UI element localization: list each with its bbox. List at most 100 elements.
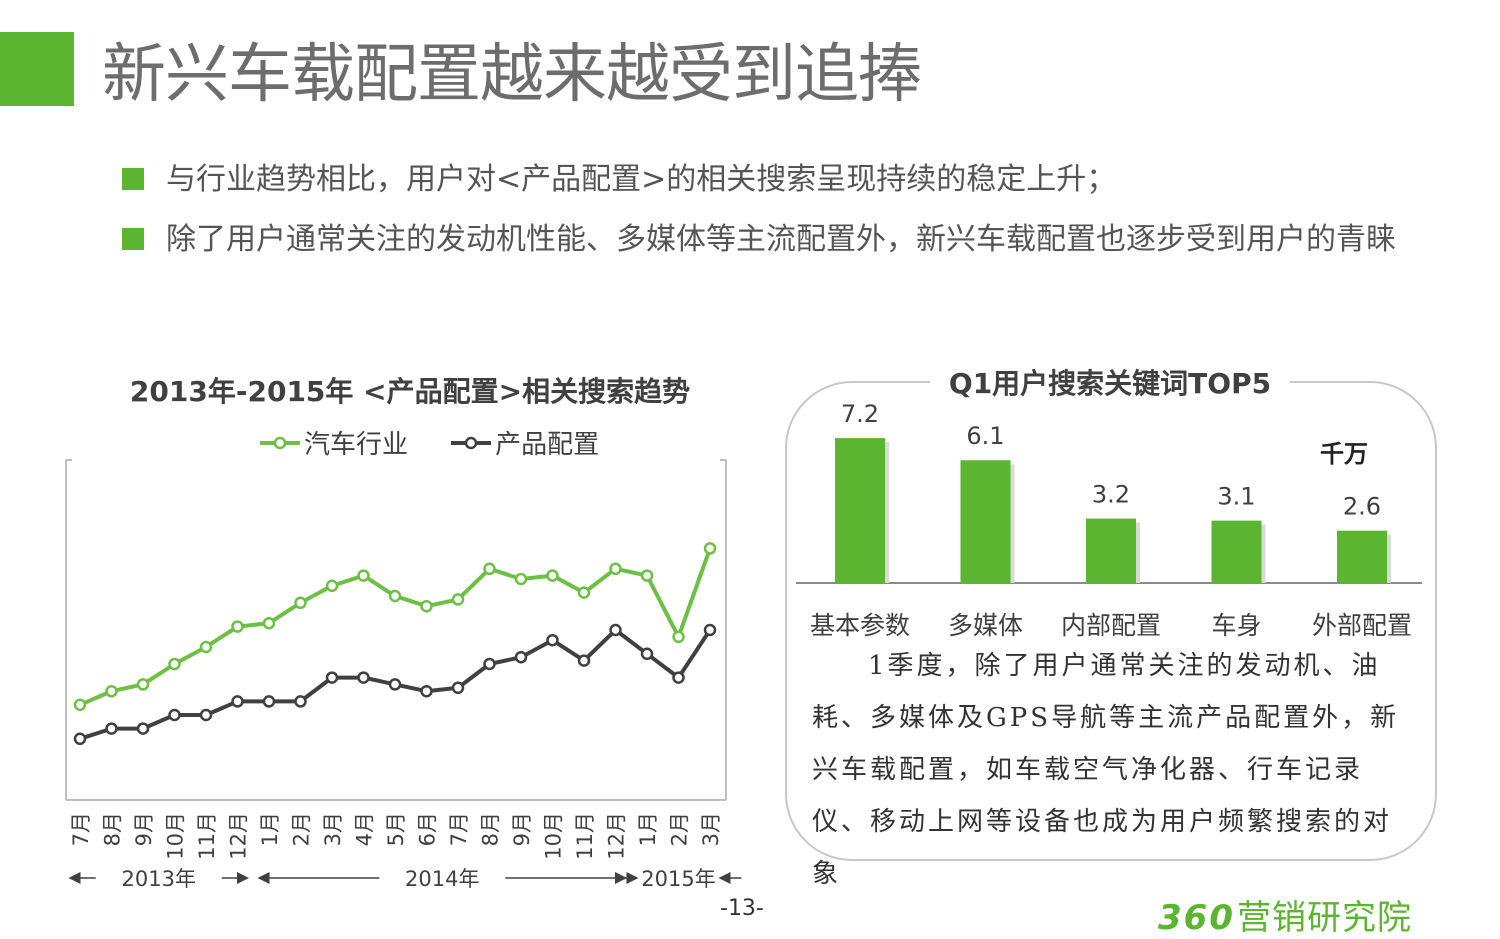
line-chart-x-labels: 7月 8月 9月 10月 11月 12月 1月 2月 3月 4月 5月 6月 7月 8月 9月 10月 11月 1… xyxy=(69,812,723,860)
bar xyxy=(1211,520,1262,583)
legend-dark-line-icon xyxy=(451,436,492,449)
page-number: -13- xyxy=(720,896,764,921)
data-point xyxy=(136,722,150,735)
data-point xyxy=(136,678,150,691)
bar xyxy=(835,438,885,583)
data-point xyxy=(420,684,433,698)
year-group-label: 2013年 xyxy=(122,867,196,891)
x-tick-label: 6月 xyxy=(416,812,440,846)
x-tick-label: 2月 xyxy=(290,812,314,846)
x-tick-label: 3月 xyxy=(699,812,723,846)
bar-category-label: 车身 xyxy=(1211,611,1261,640)
data-point xyxy=(420,599,433,613)
bullet-text: 除了用户通常关注的发动机性能、多媒体等主流配置外，新兴车载配置也逐步受到用户的青… xyxy=(166,222,1396,257)
data-point xyxy=(168,708,181,722)
data-point xyxy=(514,572,528,586)
x-tick-label: 4月 xyxy=(353,812,377,846)
line-chart-legend: 汽车行业 产品配置 xyxy=(258,424,635,460)
x-tick-label: 10月 xyxy=(164,812,188,860)
brand-text: 营销研究院 xyxy=(1236,898,1412,938)
data-point xyxy=(262,616,276,630)
data-point xyxy=(73,732,87,746)
data-point xyxy=(703,623,717,637)
bullet-text: 与行业趋势相比，用户对<产品配置>的相关搜索呈现持续的稳定上升； xyxy=(166,162,1117,197)
top5-note-text: 1季度，除了用户通常关注的发动机、油耗、多媒体及GPS导航等主流产品配置外，新兴… xyxy=(812,651,1400,889)
x-tick-label: 7月 xyxy=(447,812,471,846)
legend-label: 产品配置 xyxy=(495,430,600,460)
bar xyxy=(1086,518,1136,583)
bar-category-label: 基本参数 xyxy=(810,611,910,640)
title-accent-block xyxy=(0,32,74,106)
data-point xyxy=(703,542,717,555)
bar-category-label: 外部配置 xyxy=(1312,611,1412,640)
square-bullet-icon xyxy=(122,168,144,190)
brand-number: 360 xyxy=(1158,898,1235,938)
data-point xyxy=(199,640,213,654)
data-point xyxy=(609,623,622,637)
brand-logo: 360营销研究院 xyxy=(1158,890,1412,939)
data-point xyxy=(105,722,118,735)
legend-item-product-config: 产品配置 xyxy=(449,424,599,461)
x-tick-label: 1月 xyxy=(258,812,282,846)
line-chart-series xyxy=(73,542,717,746)
data-point xyxy=(672,630,685,644)
data-point xyxy=(577,586,591,599)
legend-green-line-icon xyxy=(260,436,300,449)
data-point xyxy=(357,569,370,582)
legend-label: 汽车行业 xyxy=(304,430,409,460)
x-tick-label: 12月 xyxy=(227,812,251,860)
bullet-list: 与行业趋势相比，用户对<产品配置>的相关搜索呈现持续的稳定上升； 除了用户通常关… xyxy=(122,150,1452,270)
x-tick-label: 3月 xyxy=(321,812,345,846)
bar-value-label: 6.1 xyxy=(966,422,1004,450)
x-tick-label: 7月 xyxy=(69,812,93,846)
data-point xyxy=(294,695,307,708)
page-title: 新兴车载配置越来越受到追捧 xyxy=(102,38,922,112)
line-chart-title: 2013年-2015年 <产品配置>相关搜索趋势 xyxy=(129,375,691,408)
data-point xyxy=(325,671,339,684)
data-point xyxy=(231,620,244,633)
x-tick-label: 9月 xyxy=(510,812,534,846)
data-point xyxy=(451,681,465,695)
x-tick-label: 10月 xyxy=(542,812,566,860)
data-point xyxy=(294,596,307,610)
legend-item-auto-industry: 汽车行业 xyxy=(258,424,408,461)
x-tick-label: 11月 xyxy=(573,812,597,860)
bar-value-label: 3.2 xyxy=(1092,481,1130,509)
x-tick-label: 8月 xyxy=(479,812,503,846)
square-bullet-icon xyxy=(122,228,144,250)
x-tick-label: 8月 xyxy=(101,812,125,846)
bar xyxy=(960,460,1011,583)
data-point xyxy=(577,654,591,667)
data-point xyxy=(262,695,276,708)
data-point xyxy=(168,657,181,671)
bullet-item: 与行业趋势相比，用户对<产品配置>的相关搜索呈现持续的稳定上升； xyxy=(122,150,1452,210)
line-chart-year-groups: 2013年 2014年 2015年 xyxy=(68,867,742,891)
data-point xyxy=(514,650,528,664)
data-point xyxy=(672,671,685,684)
data-point xyxy=(609,562,622,576)
year-group-label: 2015年 xyxy=(641,867,715,891)
bar-chart-title: Q1用户搜索关键词TOP5 xyxy=(930,362,1290,402)
x-tick-label: 11月 xyxy=(195,812,219,860)
bar-category-label: 多媒体 xyxy=(948,611,1023,640)
data-point xyxy=(105,684,118,698)
data-point xyxy=(357,671,370,684)
data-point xyxy=(73,698,87,712)
bar-chart-unit: 千万 xyxy=(1320,440,1368,468)
x-tick-label: 9月 xyxy=(132,812,156,846)
data-point xyxy=(388,678,402,691)
bar-value-label: 7.2 xyxy=(841,400,879,428)
line-chart-frame xyxy=(65,459,727,801)
data-point xyxy=(546,569,559,582)
data-point xyxy=(451,593,465,606)
data-point xyxy=(483,657,496,671)
data-point xyxy=(483,562,496,576)
bullet-item: 除了用户通常关注的发动机性能、多媒体等主流配置外，新兴车载配置也逐步受到用户的青… xyxy=(122,210,1452,270)
data-point xyxy=(325,579,339,593)
bar-value-label: 3.1 xyxy=(1217,483,1255,511)
data-point xyxy=(546,633,559,647)
x-tick-label: 2月 xyxy=(668,812,692,846)
bar xyxy=(1337,530,1387,583)
data-point xyxy=(199,708,213,722)
